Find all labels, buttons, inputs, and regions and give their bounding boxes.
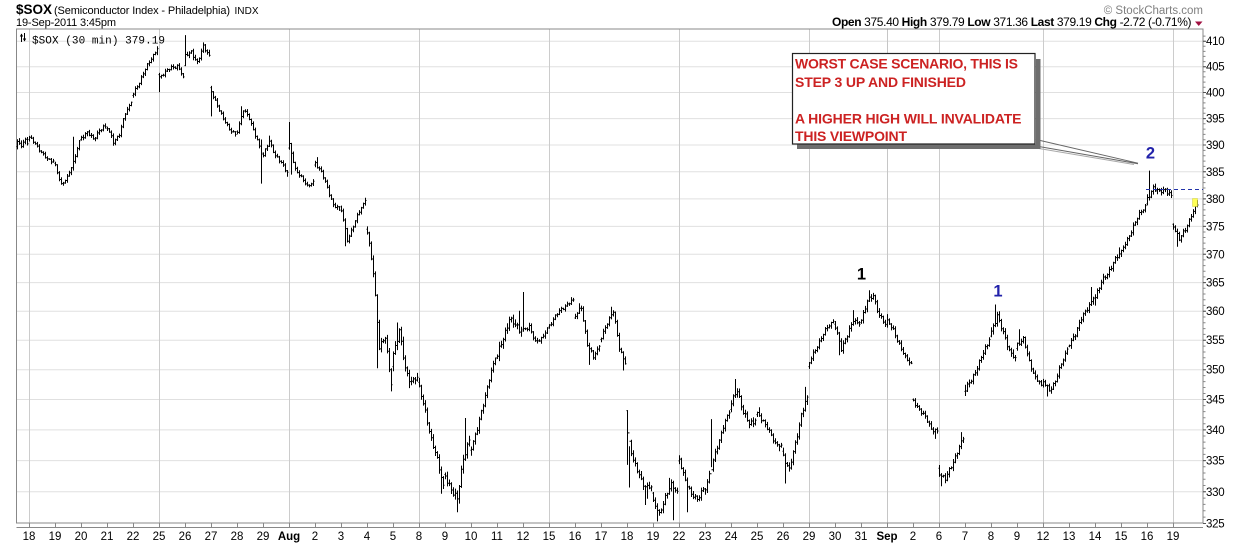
svg-text:20: 20 bbox=[75, 531, 88, 543]
svg-text:19: 19 bbox=[49, 531, 62, 543]
svg-text:THIS VIEWPOINT: THIS VIEWPOINT bbox=[795, 128, 907, 144]
svg-text:400: 400 bbox=[1206, 88, 1224, 100]
svg-text:325: 325 bbox=[1206, 519, 1224, 531]
svg-text:22: 22 bbox=[127, 531, 140, 543]
svg-text:14: 14 bbox=[1089, 531, 1102, 543]
svg-text:16: 16 bbox=[569, 531, 582, 543]
svg-text:410: 410 bbox=[1206, 36, 1224, 48]
svg-text:7: 7 bbox=[962, 531, 968, 543]
svg-text:1: 1 bbox=[993, 283, 1002, 301]
svg-text:25: 25 bbox=[751, 531, 764, 543]
svg-text:330: 330 bbox=[1206, 487, 1224, 499]
svg-text:Open 375.40 High 379.79 Low 37: Open 375.40 High 379.79 Low 371.36 Last … bbox=[832, 15, 1192, 29]
svg-text:345: 345 bbox=[1206, 395, 1224, 407]
svg-text:380: 380 bbox=[1206, 194, 1224, 206]
svg-text:26: 26 bbox=[179, 531, 192, 543]
svg-text:18: 18 bbox=[621, 531, 634, 543]
svg-text:10: 10 bbox=[465, 531, 478, 543]
svg-text:15: 15 bbox=[543, 531, 556, 543]
svg-text:19: 19 bbox=[1167, 531, 1180, 543]
svg-text:6: 6 bbox=[936, 531, 942, 543]
svg-text:13: 13 bbox=[1063, 531, 1076, 543]
svg-text:23: 23 bbox=[699, 531, 712, 543]
svg-text:8: 8 bbox=[416, 531, 422, 543]
svg-text:Aug: Aug bbox=[278, 531, 300, 543]
svg-text:9: 9 bbox=[442, 531, 448, 543]
svg-text:15: 15 bbox=[1115, 531, 1128, 543]
svg-text:4: 4 bbox=[364, 531, 371, 543]
svg-text:27: 27 bbox=[205, 531, 218, 543]
svg-text:370: 370 bbox=[1206, 249, 1224, 261]
svg-text:$SOX: $SOX bbox=[16, 2, 52, 17]
svg-text:$SOX (30 min) 379.19: $SOX (30 min) 379.19 bbox=[32, 36, 165, 48]
svg-text:29: 29 bbox=[803, 531, 816, 543]
svg-text:12: 12 bbox=[517, 531, 530, 543]
svg-text:360: 360 bbox=[1206, 306, 1224, 318]
svg-text:INDX: INDX bbox=[235, 6, 259, 17]
svg-text:22: 22 bbox=[673, 531, 686, 543]
svg-text:405: 405 bbox=[1206, 62, 1224, 74]
svg-text:1: 1 bbox=[857, 266, 866, 284]
svg-text:8: 8 bbox=[988, 531, 994, 543]
svg-text:365: 365 bbox=[1206, 278, 1224, 290]
svg-text:29: 29 bbox=[257, 531, 270, 543]
svg-text:24: 24 bbox=[725, 531, 738, 543]
svg-text:390: 390 bbox=[1206, 140, 1224, 152]
svg-text:335: 335 bbox=[1206, 456, 1224, 468]
svg-text:30: 30 bbox=[829, 531, 842, 543]
svg-text:350: 350 bbox=[1206, 365, 1224, 377]
svg-text:STEP 3 UP AND FINISHED: STEP 3 UP AND FINISHED bbox=[795, 74, 966, 90]
svg-text:31: 31 bbox=[855, 531, 868, 543]
svg-text:3: 3 bbox=[338, 531, 344, 543]
svg-text:9: 9 bbox=[1014, 531, 1020, 543]
svg-text:19: 19 bbox=[647, 531, 660, 543]
svg-text:© StockCharts.com: © StockCharts.com bbox=[1104, 5, 1203, 17]
svg-text:17: 17 bbox=[595, 531, 608, 543]
svg-text:395: 395 bbox=[1206, 114, 1224, 126]
svg-text:WORST CASE SCENARIO, THIS IS: WORST CASE SCENARIO, THIS IS bbox=[795, 56, 1018, 72]
svg-text:19-Sep-2011 3:45pm: 19-Sep-2011 3:45pm bbox=[16, 17, 116, 29]
svg-text:2: 2 bbox=[910, 531, 916, 543]
svg-text:28: 28 bbox=[231, 531, 244, 543]
svg-text:18: 18 bbox=[23, 531, 36, 543]
svg-text:2: 2 bbox=[1146, 145, 1155, 163]
svg-text:375: 375 bbox=[1206, 221, 1224, 233]
svg-text:(Semiconductor Index - Philade: (Semiconductor Index - Philadelphia) bbox=[54, 5, 230, 17]
svg-text:340: 340 bbox=[1206, 425, 1224, 437]
svg-text:355: 355 bbox=[1206, 335, 1224, 347]
svg-text:21: 21 bbox=[101, 531, 114, 543]
svg-text:26: 26 bbox=[777, 531, 790, 543]
svg-text:25: 25 bbox=[153, 531, 166, 543]
svg-text:385: 385 bbox=[1206, 167, 1224, 179]
svg-text:5: 5 bbox=[390, 531, 396, 543]
svg-text:12: 12 bbox=[1037, 531, 1050, 543]
svg-text:A HIGHER HIGH WILL INVALIDATE: A HIGHER HIGH WILL INVALIDATE bbox=[795, 111, 1022, 127]
svg-text:2: 2 bbox=[312, 531, 318, 543]
svg-text:11: 11 bbox=[491, 531, 503, 543]
svg-text:Sep: Sep bbox=[876, 531, 897, 543]
svg-text:16: 16 bbox=[1141, 531, 1154, 543]
